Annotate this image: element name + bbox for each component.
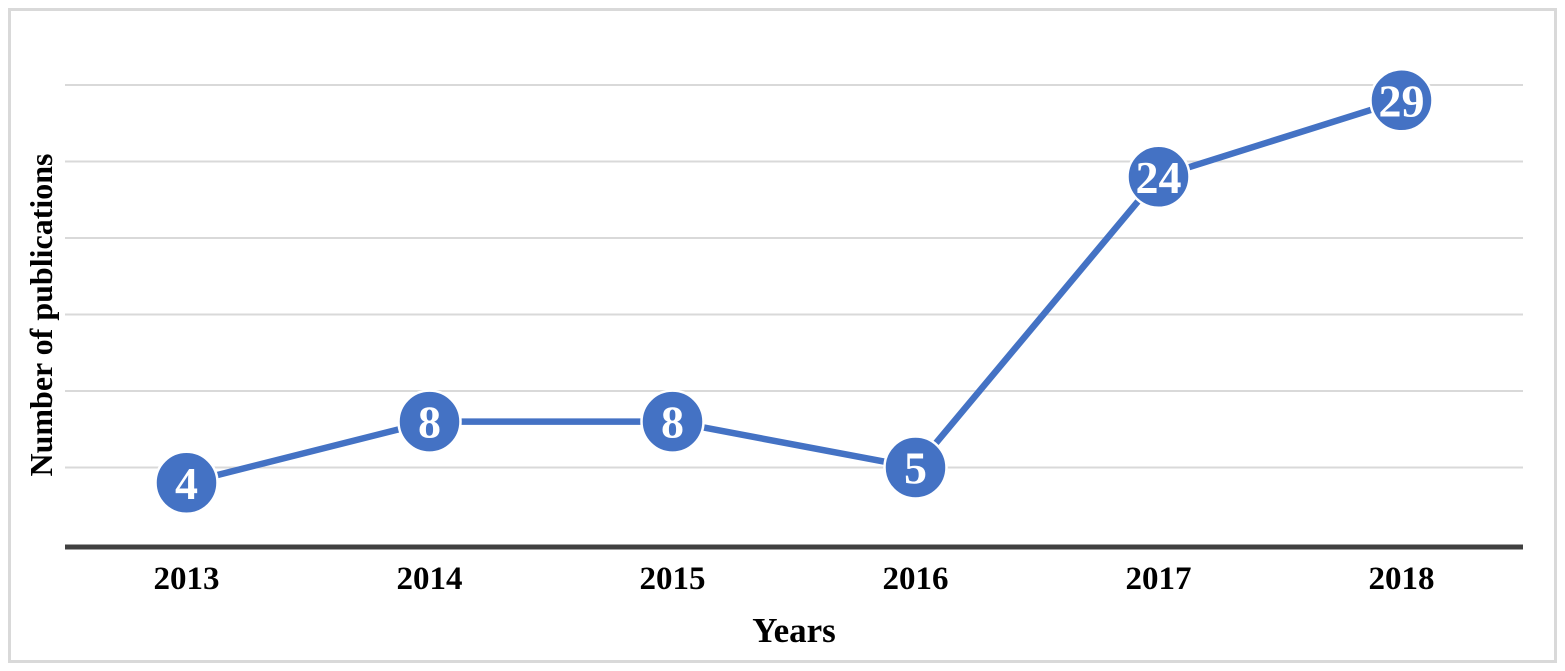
data-label-2018: 29	[1379, 75, 1425, 126]
x-tick-label-2018: 2018	[1368, 561, 1435, 597]
x-tick-label-2015: 2015	[639, 561, 706, 597]
series-line	[183, 97, 1405, 487]
data-label-2013: 4	[175, 458, 198, 509]
data-point-marker-2015	[640, 389, 705, 454]
data-point-marker-2016	[883, 435, 948, 500]
x-tick-label-2013: 2013	[153, 561, 220, 597]
x-tick-label-2014: 2014	[396, 561, 463, 597]
data-point-marker-2018	[1369, 68, 1434, 133]
data-point-marker-2013	[154, 450, 219, 516]
data-point-marker-2017	[1126, 144, 1191, 210]
x-axis-title: Years	[752, 611, 836, 650]
data-label-2016: 5	[904, 443, 927, 494]
chart-border-frame	[8, 8, 1557, 663]
x-tick-label-2016: 2016	[882, 561, 949, 597]
x-tick-label-2017: 2017	[1125, 561, 1192, 597]
data-point-marker-2014	[397, 389, 462, 454]
y-axis-title: Number of publications	[23, 153, 59, 477]
data-label-2014: 8	[418, 397, 441, 448]
data-label-2017: 24	[1136, 152, 1182, 203]
data-label-2015: 8	[661, 397, 684, 448]
